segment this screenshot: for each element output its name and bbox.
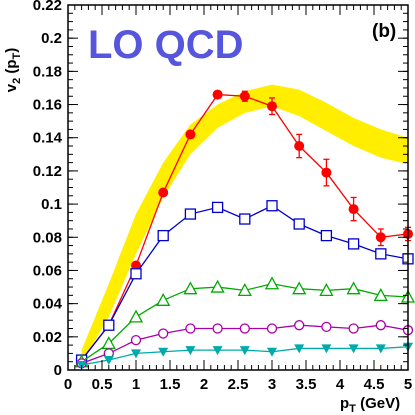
x-tick-label: 2	[200, 376, 208, 393]
data-point	[184, 208, 197, 220]
y-tick-label: 0.02	[33, 329, 62, 346]
data-point	[347, 238, 360, 250]
series-1	[75, 200, 414, 366]
data-point	[346, 281, 361, 295]
y-axis-label-main: v	[3, 83, 20, 92]
data-point	[210, 279, 225, 293]
data-point	[239, 323, 250, 334]
data-point	[266, 200, 278, 212]
data-point	[157, 229, 169, 242]
y-axis-label-sub: 2	[11, 78, 23, 84]
x-axis-label: pT (GeV)	[340, 395, 400, 415]
data-point	[375, 248, 387, 260]
data-point	[294, 141, 305, 152]
data-point	[131, 349, 141, 359]
chart-title: LO QCD	[88, 23, 244, 67]
data-point	[267, 101, 277, 112]
data-point	[264, 276, 280, 290]
data-point	[158, 187, 169, 198]
data-point	[158, 347, 169, 357]
data-point	[212, 346, 223, 356]
y-tick-label: 0.06	[33, 262, 62, 279]
data-point	[294, 320, 305, 331]
data-point	[131, 260, 141, 271]
y-tick-label: 0.22	[33, 0, 62, 14]
x-axis-label-unit: (GeV)	[356, 395, 400, 412]
y-tick-label: 0.14	[33, 130, 63, 147]
x-tick-label: 1	[132, 376, 140, 393]
axis-layer: 0 0.5 1 1.5 2 2.5 3 3.5 4 4.5 5 0 0.02 0.04 0.06 0.08 0.…	[33, 0, 412, 393]
data-point	[375, 320, 386, 331]
data-point	[103, 319, 115, 331]
data-point	[292, 281, 307, 295]
data-point	[212, 323, 223, 334]
uncertainty-band-layer	[81, 84, 408, 364]
data-point	[185, 323, 196, 334]
y-tick-label: 0.16	[33, 97, 62, 114]
data-point	[293, 218, 305, 230]
data-point	[212, 89, 223, 100]
series-3	[76, 320, 414, 369]
data-point	[294, 344, 305, 354]
data-point	[320, 229, 333, 242]
data-point	[348, 344, 359, 354]
panel-label: (b)	[372, 21, 396, 42]
y-axis-label-arg: (p	[3, 59, 20, 77]
data-point	[237, 283, 252, 297]
data-point	[321, 321, 332, 333]
y-axis-label-arg-sub: T	[11, 52, 23, 59]
x-tick-label: 1.5	[160, 376, 181, 393]
data-point	[185, 129, 196, 140]
theory-band	[81, 84, 408, 364]
data-point	[128, 309, 144, 323]
x-tick-label: 0.5	[92, 376, 113, 393]
x-tick-label: 4	[336, 376, 345, 393]
data-point	[239, 91, 250, 102]
y-tick-label: 0	[54, 362, 62, 379]
y-tick-label: 0.08	[33, 229, 62, 246]
data-point	[185, 346, 196, 356]
data-point	[158, 328, 169, 339]
x-tick-label: 3.5	[296, 376, 317, 393]
y-axis-label: v2 (pT)	[3, 48, 23, 93]
data-point	[373, 287, 388, 301]
x-tick-label: 5	[404, 376, 412, 393]
data-point	[321, 167, 332, 178]
series-layer	[74, 89, 415, 371]
data-point	[211, 201, 224, 214]
x-tick-label: 3	[268, 376, 276, 393]
data-point	[348, 204, 359, 215]
x-axis-label-sub: T	[349, 403, 356, 415]
data-point	[103, 356, 114, 366]
y-axis-label-close: )	[3, 48, 20, 53]
y-tick-label: 0.1	[41, 196, 62, 213]
y-tick-label: 0.12	[33, 163, 62, 180]
data-point	[266, 323, 278, 334]
data-point	[319, 283, 334, 297]
data-point	[375, 344, 386, 354]
x-tick-label: 0	[64, 376, 72, 393]
y-tick-label: 0.18	[33, 63, 62, 80]
y-tick-label: 0.2	[41, 30, 62, 47]
data-point	[267, 347, 277, 357]
data-point	[130, 334, 142, 346]
data-point	[321, 344, 332, 354]
y-tick-label: 0.04	[33, 296, 63, 313]
data-point	[348, 323, 359, 334]
data-point	[130, 268, 142, 280]
data-point	[156, 292, 171, 306]
x-tick-label: 4.5	[364, 376, 385, 393]
data-point	[239, 213, 251, 225]
x-tick-label: 2.5	[228, 376, 249, 393]
data-point	[375, 232, 386, 243]
data-point	[183, 281, 198, 295]
data-point	[239, 346, 250, 356]
x-axis-label-main: p	[340, 395, 349, 412]
